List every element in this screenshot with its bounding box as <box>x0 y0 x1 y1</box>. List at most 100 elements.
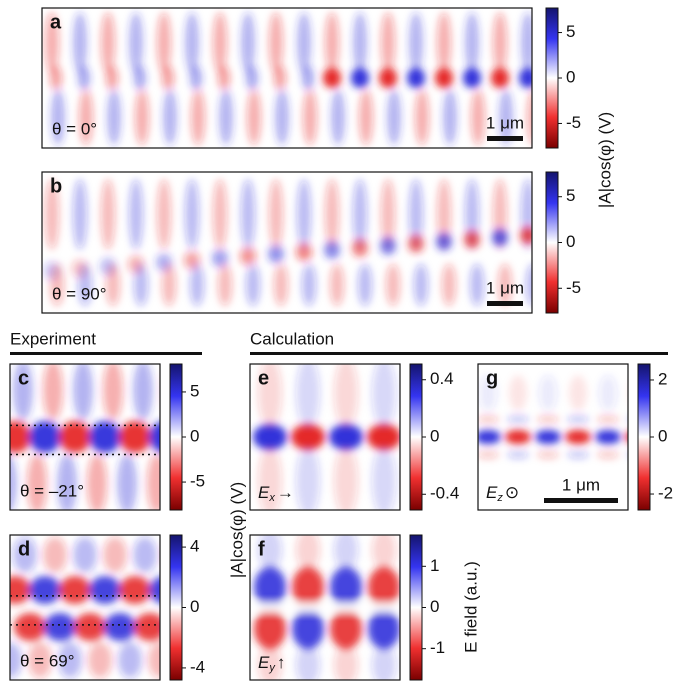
field-blob <box>162 66 174 90</box>
colorbar-tick-label: -5 <box>190 472 205 491</box>
field-blob <box>353 179 367 250</box>
field-blob <box>325 179 339 250</box>
field-blob <box>521 12 532 74</box>
field-blob <box>149 576 160 604</box>
field-blob <box>387 89 401 146</box>
field-blob <box>435 68 453 88</box>
field-blob <box>10 455 17 510</box>
field-blob <box>325 12 339 74</box>
field-blob <box>492 228 508 247</box>
panel-image <box>250 535 400 680</box>
field-blob <box>134 66 146 90</box>
colorbar-label: |A|cos(φ) (V) <box>595 112 614 208</box>
field-blob <box>254 609 286 649</box>
field-blob <box>162 263 176 306</box>
field-blob <box>13 537 37 573</box>
field-component: y <box>268 662 276 674</box>
field-blob <box>509 375 527 412</box>
field-blob <box>14 613 46 641</box>
field-blob <box>505 430 531 444</box>
colorbar-tick-label: 0 <box>430 597 439 616</box>
colorbar <box>169 534 183 681</box>
field-blob <box>507 415 529 424</box>
field-blob <box>10 642 22 678</box>
field-blob <box>368 609 400 649</box>
field-blob <box>51 89 65 146</box>
field-blob <box>27 453 47 510</box>
field-blob <box>246 263 260 306</box>
field-blob <box>10 421 31 453</box>
field-blob <box>372 445 396 510</box>
field-component: z <box>496 492 503 504</box>
panel-label: f <box>258 538 265 560</box>
annotation: θ = 69° <box>20 651 75 670</box>
field-blob <box>296 243 312 262</box>
field-blob <box>330 567 362 607</box>
colorbar-tick-label: 0 <box>430 426 439 445</box>
field-blob <box>240 247 256 266</box>
scale-bar-label: 1 μm <box>486 278 524 297</box>
panel-frame <box>249 534 401 681</box>
field-blob <box>104 613 136 641</box>
field-map <box>10 537 160 678</box>
field-blob <box>507 450 529 459</box>
field-blob <box>117 453 137 510</box>
field-blob <box>297 12 311 74</box>
field-blob <box>133 537 157 573</box>
field-blob <box>442 263 456 306</box>
field-blob <box>407 68 425 88</box>
field-blob <box>133 364 153 421</box>
field-blob <box>409 12 423 74</box>
colorbar <box>637 363 651 511</box>
field-blob <box>78 66 90 90</box>
field-blob <box>478 450 499 459</box>
field-blob <box>269 12 283 74</box>
field-blob <box>599 375 617 412</box>
field-blob <box>43 537 67 573</box>
panel-image <box>253 364 400 510</box>
field-blob <box>89 576 121 604</box>
field-blob <box>565 430 591 444</box>
field-blob <box>329 424 363 450</box>
colorbar-tick-label: 2 <box>658 369 667 388</box>
field-blob <box>73 537 97 573</box>
field-blob <box>28 642 52 678</box>
field-blob <box>535 430 561 444</box>
field-blob <box>330 263 344 306</box>
field-blob <box>148 642 160 678</box>
field-blob <box>353 12 367 74</box>
field-blob <box>58 642 82 678</box>
panel-frame <box>477 363 629 511</box>
field-blob <box>491 68 509 88</box>
section-title: Calculation <box>250 329 334 348</box>
field-blob <box>291 424 325 450</box>
field-blob <box>436 232 452 251</box>
field-blob <box>537 415 559 424</box>
field-blob <box>296 535 320 570</box>
panel-frame <box>41 7 533 149</box>
field-blob <box>537 450 559 459</box>
field-label: Ez ⊙ <box>486 483 519 503</box>
annotation: θ = –21° <box>20 481 84 500</box>
field-blob <box>79 89 93 146</box>
field-blob <box>246 66 258 90</box>
colorbar <box>409 363 423 511</box>
field-blob <box>331 89 345 146</box>
field-blob <box>44 613 76 641</box>
panel-frame <box>249 363 401 511</box>
field-blob <box>334 445 358 510</box>
field-blob <box>471 89 485 146</box>
colorbar <box>545 171 559 314</box>
field-blob <box>73 179 87 250</box>
field-blob <box>157 12 171 74</box>
colorbar-label: |A|cos(φ) (V) <box>227 482 246 578</box>
field-blob <box>101 179 115 250</box>
field-blob <box>368 567 400 607</box>
field-blob <box>499 89 513 146</box>
field-blob <box>212 249 228 268</box>
field-blob <box>292 567 324 607</box>
field-map <box>253 364 400 510</box>
field-blob <box>190 263 204 306</box>
field-blob <box>520 226 532 245</box>
field-blob <box>367 424 400 450</box>
